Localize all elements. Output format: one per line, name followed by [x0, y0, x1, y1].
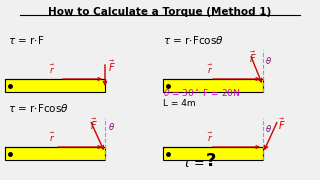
Text: $\vec{r}$: $\vec{r}$ — [207, 131, 213, 144]
Text: $\tau$ = r$\cdot$Fcos$\theta$: $\tau$ = r$\cdot$Fcos$\theta$ — [163, 34, 224, 46]
Text: ?: ? — [206, 152, 216, 170]
Text: $\theta$: $\theta$ — [108, 120, 115, 132]
Text: L = 4m: L = 4m — [163, 99, 196, 108]
Text: $\tau$ = r$\cdot$F: $\tau$ = r$\cdot$F — [8, 34, 44, 46]
Text: $\vec{F}$: $\vec{F}$ — [90, 117, 98, 132]
Text: $\tau$ =: $\tau$ = — [182, 157, 206, 170]
FancyBboxPatch shape — [5, 147, 105, 160]
Text: $\tau$ = r$\cdot$Fcos$\theta$: $\tau$ = r$\cdot$Fcos$\theta$ — [8, 102, 69, 114]
Text: $\vec{F}$: $\vec{F}$ — [108, 59, 116, 74]
Text: $\vec{F}$: $\vec{F}$ — [278, 117, 286, 132]
Text: $\vec{r}$: $\vec{r}$ — [49, 63, 55, 76]
Text: $\vec{r}$: $\vec{r}$ — [207, 63, 213, 76]
Text: $\theta$ = 30$^\circ$ F = 20N: $\theta$ = 30$^\circ$ F = 20N — [163, 87, 241, 98]
Text: How to Calculate a Torque (Method 1): How to Calculate a Torque (Method 1) — [48, 7, 272, 17]
Text: $\vec{r}$: $\vec{r}$ — [49, 131, 55, 144]
FancyBboxPatch shape — [163, 147, 263, 160]
Text: $\vec{F}$: $\vec{F}$ — [249, 50, 257, 65]
Text: $\theta$: $\theta$ — [265, 55, 272, 66]
Text: $\theta$: $\theta$ — [265, 123, 272, 134]
FancyBboxPatch shape — [163, 79, 263, 92]
FancyBboxPatch shape — [5, 79, 105, 92]
